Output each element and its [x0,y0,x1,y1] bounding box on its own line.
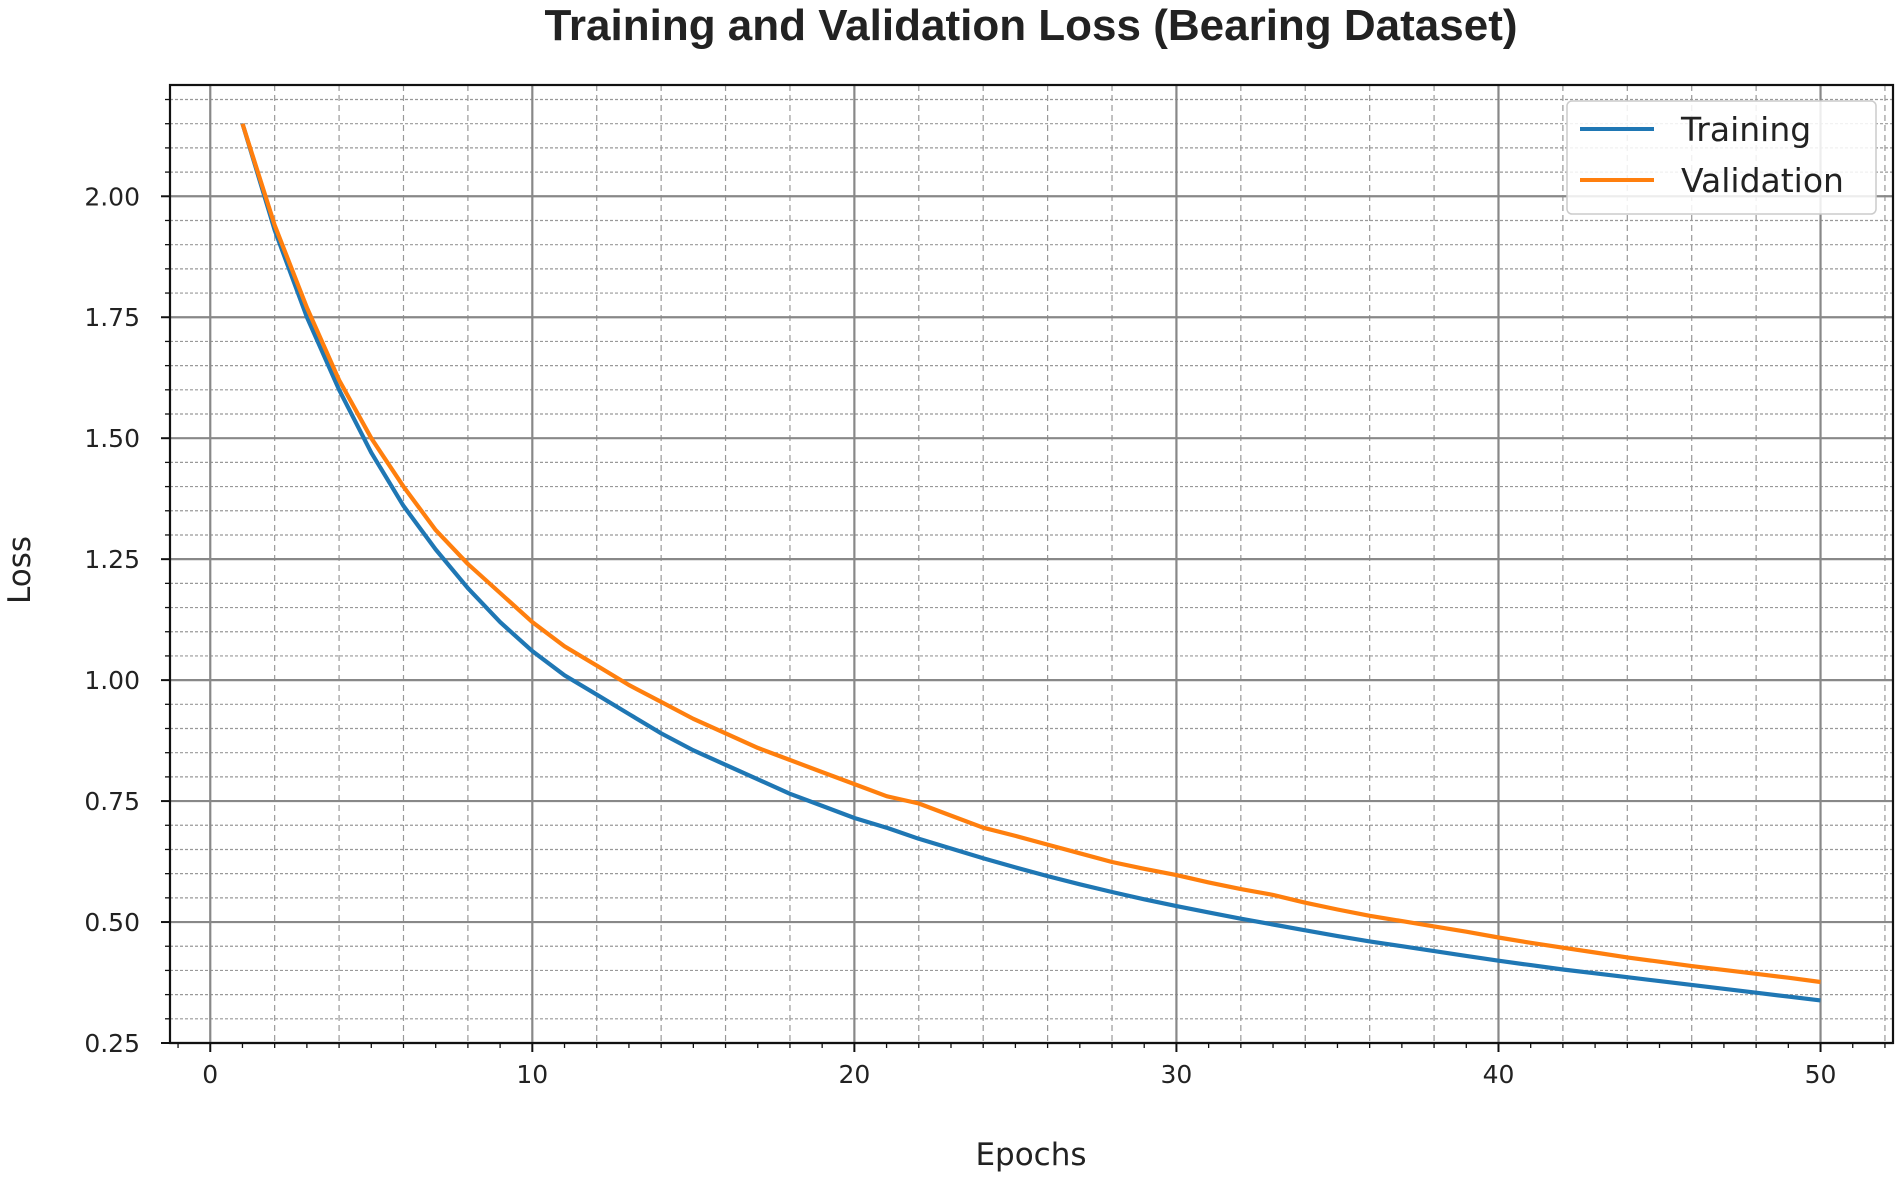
legend-label-training: Training [1680,110,1811,149]
y-tick-label: 0.25 [84,1029,140,1058]
y-axis-label: Loss [2,536,38,604]
y-tick-label: 1.75 [84,303,140,332]
plot-frame [168,83,1895,1045]
x-tick-label: 20 [838,1060,870,1089]
series-line-validation [240,123,1821,985]
y-tick-label: 1.50 [84,424,140,453]
y-tick-label: 2.00 [84,182,140,211]
grid [170,85,1893,1045]
axis-ticks: 0 10 20 30 40 50 0.25 0.50 0.75 1.00 1.25 1.50 1.75 2… [84,98,1886,1089]
y-tick-label: 0.75 [84,787,140,816]
x-axis-label: Epochs [975,1137,1086,1173]
series-line-training [240,123,1821,1003]
chart-title: Training and Validation Loss (Bearing Da… [544,1,1517,50]
x-tick-label: 0 [202,1060,218,1089]
y-tick-label: 0.50 [84,908,140,937]
legend: Training Validation [1566,100,1877,215]
legend-label-validation: Validation [1681,161,1844,200]
series-lines [240,123,1821,1003]
x-tick-label: 10 [516,1060,548,1089]
x-tick-label: 30 [1161,1060,1193,1089]
x-tick-label: 40 [1483,1060,1515,1089]
y-tick-label: 1.00 [84,666,140,695]
y-tick-label: 1.25 [84,545,140,574]
x-tick-label: 50 [1805,1060,1837,1089]
